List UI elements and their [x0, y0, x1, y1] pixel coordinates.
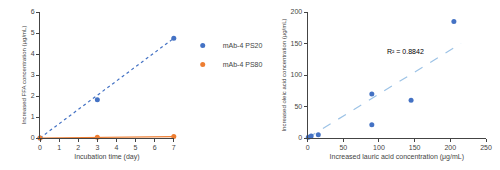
svg-text:Increased oleic acid concentra: Increased oleic acid concentration (μg/m…: [281, 18, 287, 131]
svg-text:1: 1: [57, 144, 61, 151]
svg-text:100: 100: [373, 144, 385, 151]
svg-text:0: 0: [306, 144, 310, 151]
svg-text:5: 5: [31, 29, 35, 36]
svg-text:mAb-4 PS20: mAb-4 PS20: [223, 42, 263, 49]
svg-text:6: 6: [153, 144, 157, 151]
svg-text:200: 200: [291, 8, 303, 15]
svg-text:5: 5: [134, 144, 138, 151]
svg-text:3: 3: [31, 71, 35, 78]
svg-text:mAb-4 PS80: mAb-4 PS80: [223, 61, 263, 68]
svg-text:2: 2: [76, 144, 80, 151]
svg-text:250: 250: [480, 144, 492, 151]
svg-text:Increased lauric acid concentr: Increased lauric acid concentration (μg/…: [330, 153, 464, 161]
svg-text:2: 2: [31, 92, 35, 99]
svg-text:6: 6: [31, 8, 35, 15]
svg-text:3: 3: [95, 144, 99, 151]
svg-text:R² = 0.8842: R² = 0.8842: [387, 48, 424, 55]
svg-text:50: 50: [294, 103, 302, 110]
svg-text:0: 0: [298, 134, 302, 141]
svg-text:Increased FFA concentration (μ: Increased FFA concentration (μg/mL): [21, 26, 27, 125]
svg-text:150: 150: [409, 144, 421, 151]
svg-text:0: 0: [38, 144, 42, 151]
svg-text:200: 200: [444, 144, 456, 151]
svg-text:50: 50: [339, 144, 347, 151]
svg-text:1: 1: [31, 113, 35, 120]
svg-text:4: 4: [115, 144, 119, 151]
svg-text:7: 7: [172, 144, 176, 151]
svg-text:100: 100: [291, 71, 303, 78]
svg-text:150: 150: [291, 40, 303, 47]
svg-text:4: 4: [31, 50, 35, 57]
svg-text:0: 0: [31, 134, 35, 141]
svg-text:Incubation time (day): Incubation time (day): [74, 153, 139, 161]
